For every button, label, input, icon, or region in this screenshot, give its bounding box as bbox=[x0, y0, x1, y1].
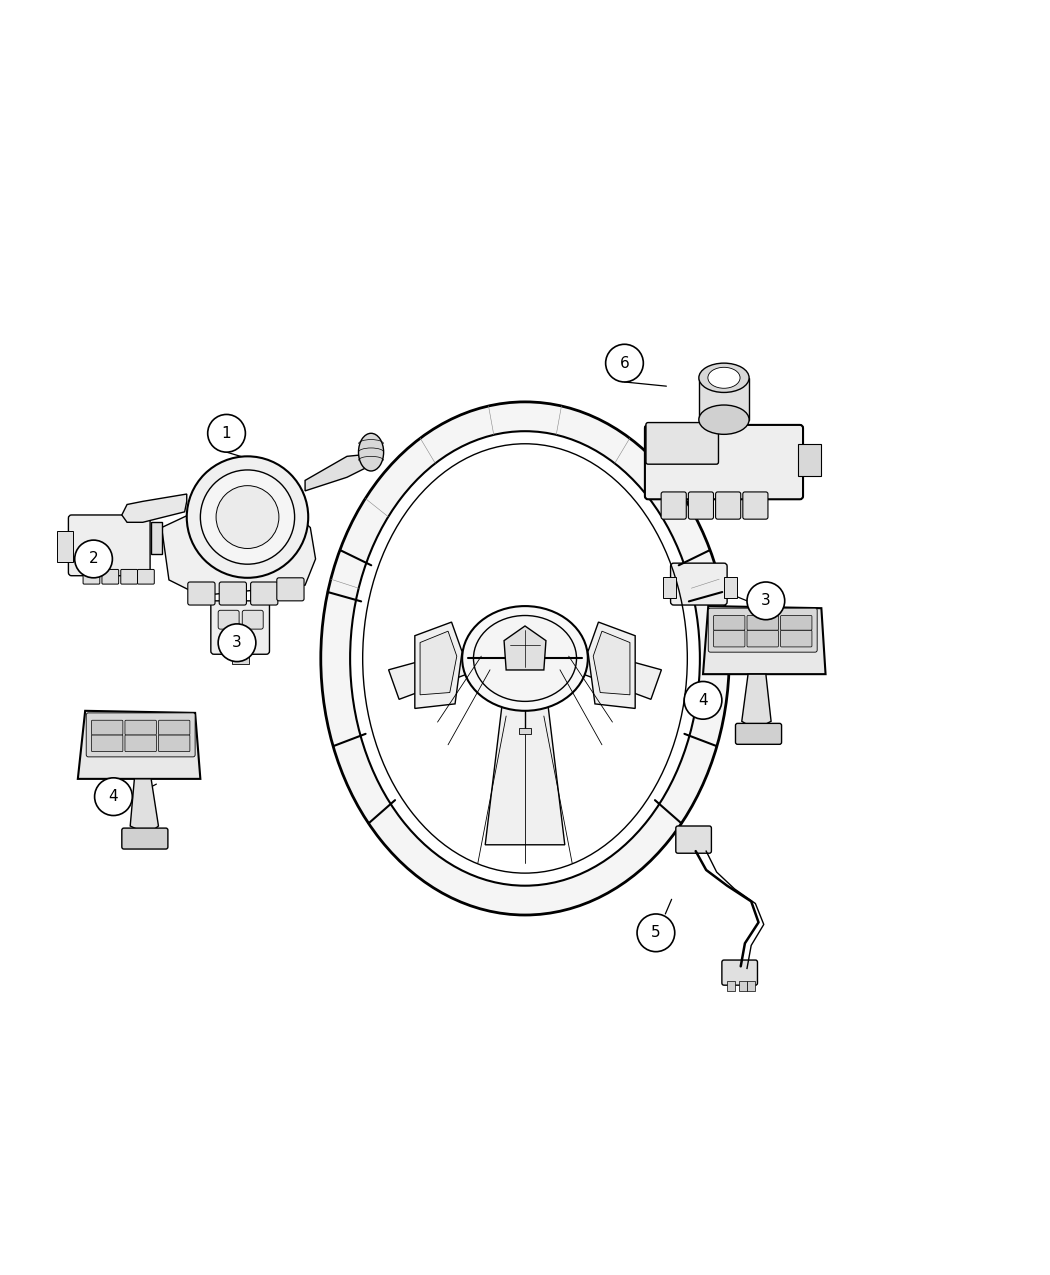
Bar bbox=[723, 576, 736, 598]
Ellipse shape bbox=[321, 402, 729, 915]
Text: 3: 3 bbox=[761, 593, 771, 608]
FancyBboxPatch shape bbox=[716, 492, 740, 519]
Text: 1: 1 bbox=[222, 426, 231, 441]
Bar bbox=[57, 530, 72, 562]
FancyBboxPatch shape bbox=[645, 425, 803, 500]
Polygon shape bbox=[420, 631, 457, 695]
FancyBboxPatch shape bbox=[714, 616, 744, 630]
Polygon shape bbox=[504, 626, 546, 669]
Circle shape bbox=[94, 778, 132, 816]
FancyBboxPatch shape bbox=[121, 570, 138, 584]
Circle shape bbox=[606, 344, 644, 382]
FancyBboxPatch shape bbox=[662, 492, 687, 519]
Ellipse shape bbox=[699, 363, 749, 393]
FancyBboxPatch shape bbox=[735, 723, 781, 745]
Ellipse shape bbox=[216, 486, 279, 548]
FancyBboxPatch shape bbox=[714, 630, 744, 646]
Text: 2: 2 bbox=[89, 552, 99, 566]
Polygon shape bbox=[415, 622, 462, 709]
FancyBboxPatch shape bbox=[742, 492, 768, 519]
Polygon shape bbox=[699, 377, 749, 419]
Polygon shape bbox=[122, 493, 187, 523]
FancyBboxPatch shape bbox=[122, 827, 168, 849]
FancyBboxPatch shape bbox=[91, 734, 123, 752]
FancyBboxPatch shape bbox=[159, 734, 190, 752]
Ellipse shape bbox=[474, 616, 576, 701]
FancyBboxPatch shape bbox=[709, 608, 817, 652]
Bar bbox=[519, 728, 531, 734]
Polygon shape bbox=[704, 606, 825, 674]
FancyBboxPatch shape bbox=[125, 720, 156, 734]
Bar bbox=[727, 980, 735, 992]
FancyBboxPatch shape bbox=[780, 630, 812, 646]
Text: 4: 4 bbox=[698, 692, 708, 708]
FancyBboxPatch shape bbox=[219, 581, 247, 606]
Ellipse shape bbox=[187, 456, 309, 578]
FancyBboxPatch shape bbox=[86, 713, 195, 757]
Polygon shape bbox=[388, 648, 481, 700]
Circle shape bbox=[747, 581, 784, 620]
Circle shape bbox=[685, 681, 722, 719]
FancyBboxPatch shape bbox=[91, 720, 123, 734]
Ellipse shape bbox=[462, 606, 588, 710]
Ellipse shape bbox=[201, 470, 295, 565]
FancyBboxPatch shape bbox=[188, 581, 215, 606]
Text: 3: 3 bbox=[232, 635, 242, 650]
Circle shape bbox=[218, 623, 256, 662]
Text: 5: 5 bbox=[651, 926, 660, 941]
Polygon shape bbox=[130, 779, 159, 834]
Polygon shape bbox=[588, 622, 635, 709]
FancyBboxPatch shape bbox=[218, 611, 239, 629]
FancyBboxPatch shape bbox=[676, 826, 712, 853]
FancyBboxPatch shape bbox=[747, 630, 778, 646]
Bar bbox=[664, 576, 676, 598]
Ellipse shape bbox=[699, 405, 749, 435]
Polygon shape bbox=[741, 674, 771, 729]
Polygon shape bbox=[485, 705, 565, 845]
FancyBboxPatch shape bbox=[646, 422, 718, 464]
Circle shape bbox=[208, 414, 246, 453]
Circle shape bbox=[637, 914, 675, 951]
Bar bbox=[798, 444, 821, 476]
Ellipse shape bbox=[358, 434, 383, 470]
Circle shape bbox=[75, 541, 112, 578]
FancyBboxPatch shape bbox=[211, 601, 270, 654]
FancyBboxPatch shape bbox=[83, 570, 100, 584]
FancyBboxPatch shape bbox=[243, 611, 264, 629]
Text: 4: 4 bbox=[108, 789, 119, 805]
Ellipse shape bbox=[350, 431, 700, 886]
Bar bbox=[747, 980, 755, 992]
Polygon shape bbox=[78, 710, 201, 779]
FancyBboxPatch shape bbox=[277, 578, 304, 601]
FancyBboxPatch shape bbox=[138, 570, 154, 584]
Polygon shape bbox=[306, 454, 367, 491]
FancyBboxPatch shape bbox=[102, 570, 119, 584]
FancyBboxPatch shape bbox=[671, 564, 727, 606]
FancyBboxPatch shape bbox=[251, 581, 278, 606]
Bar bbox=[738, 980, 747, 992]
FancyBboxPatch shape bbox=[125, 734, 156, 752]
Bar bbox=[232, 649, 249, 664]
Polygon shape bbox=[569, 648, 662, 700]
Polygon shape bbox=[593, 631, 630, 695]
FancyBboxPatch shape bbox=[780, 616, 812, 630]
Text: 6: 6 bbox=[620, 356, 629, 371]
FancyBboxPatch shape bbox=[689, 492, 714, 519]
Polygon shape bbox=[162, 509, 316, 595]
FancyBboxPatch shape bbox=[68, 515, 150, 576]
Polygon shape bbox=[151, 523, 162, 553]
Ellipse shape bbox=[708, 367, 740, 389]
FancyBboxPatch shape bbox=[722, 960, 757, 986]
FancyBboxPatch shape bbox=[747, 616, 778, 630]
FancyBboxPatch shape bbox=[159, 720, 190, 734]
